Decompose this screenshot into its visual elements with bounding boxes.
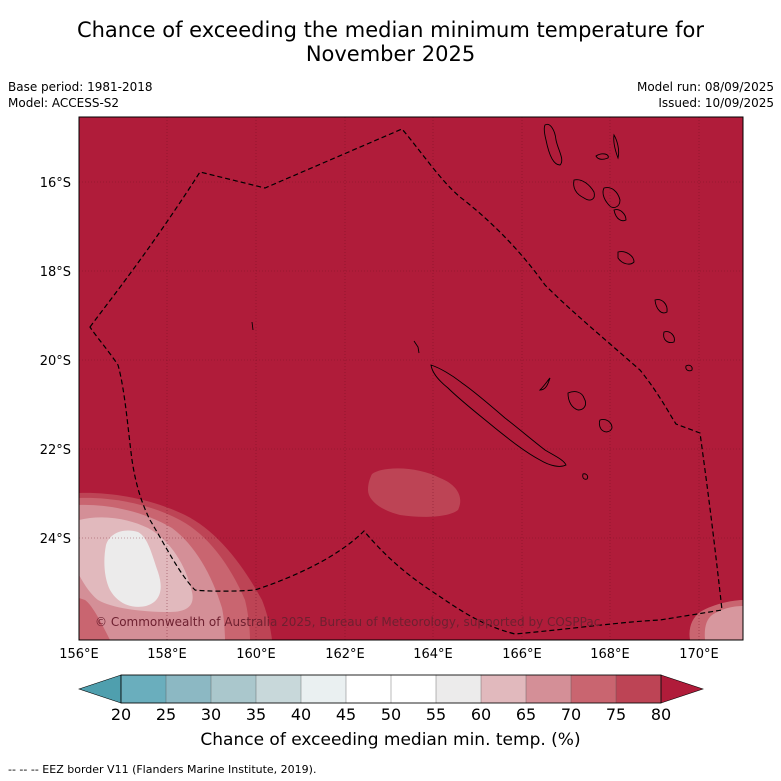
vanuatu-espiritu-santo — [573, 179, 595, 201]
title-line-1: Chance of exceeding the median minimum t… — [76, 18, 705, 42]
model-run: Model run: 08/09/2025 — [636, 80, 774, 94]
colorbar-swatch — [255, 674, 302, 704]
new-caledonia-landmass — [430, 364, 567, 467]
lon-tick: 160°E — [236, 647, 276, 662]
vanuatu-maewo-pentecost — [595, 133, 620, 160]
colorbar-tick: 40 — [291, 705, 311, 724]
lat-tick: 18°S — [40, 265, 71, 280]
model-name: Model: ACCESS-S2 — [8, 96, 120, 110]
vanuatu-aneityum — [663, 331, 675, 343]
belep-islands — [413, 340, 420, 354]
vanuatu-torres-banks — [543, 123, 563, 166]
colorbar-tick: 60 — [471, 705, 491, 724]
eez-footnote: -- -- -- EEZ border V11 (Flanders Marine… — [8, 763, 317, 776]
copyright-text: © Commonwealth of Australia 2025, Bureau… — [95, 615, 600, 629]
colorbar-frame — [120, 674, 662, 704]
colorbar-swatch — [435, 674, 482, 704]
colorbar-tick: 65 — [516, 705, 536, 724]
colorbar-swatch — [615, 674, 662, 704]
lon-tick: 158°E — [147, 647, 187, 662]
colorbar-tick: 80 — [651, 705, 671, 724]
mare-island — [598, 419, 613, 433]
lat-axis: 16°S 18°S 20°S 22°S 24°S — [40, 176, 71, 547]
colorbar-tick: 35 — [246, 705, 266, 724]
lon-tick: 168°E — [590, 647, 630, 662]
lon-tick: 156°E — [59, 647, 99, 662]
meta-right: Model run: 08/09/2025 Issued: 10/09/2025 — [637, 79, 774, 111]
lon-tick: 162°E — [325, 647, 365, 662]
vanuatu-tanna — [654, 299, 668, 314]
ouvea-island — [538, 377, 551, 391]
lat-tick: 16°S — [40, 176, 71, 191]
colorbar-swatch — [120, 674, 167, 704]
colorbar-swatch — [480, 674, 527, 704]
colorbar-tick: 20 — [111, 705, 131, 724]
lon-tick: 170°E — [679, 647, 719, 662]
colorbar-tick: 30 — [201, 705, 221, 724]
colorbar-swatch — [345, 674, 392, 704]
graticule — [79, 117, 743, 640]
lon-axis: 156°E 158°E 160°E 162°E 164°E 166°E 168°… — [59, 647, 719, 662]
title-line-2: November 2025 — [305, 42, 476, 66]
vanuatu-malekula — [602, 187, 621, 208]
lat-tick: 20°S — [40, 354, 71, 369]
colorbar-label: Chance of exceeding median min. temp. (%… — [200, 730, 581, 750]
colorbar-extend-high — [660, 674, 704, 704]
colorbar-tick: 45 — [336, 705, 356, 724]
contour-75-central — [368, 468, 461, 517]
colorbar-swatch — [525, 674, 572, 704]
colorbar-swatch — [210, 674, 257, 704]
lat-tick: 24°S — [40, 532, 71, 547]
map-title: Chance of exceeding the median minimum t… — [0, 18, 781, 66]
lon-tick: 164°E — [413, 647, 453, 662]
lon-tick: 166°E — [502, 647, 542, 662]
colorbar: 20 25 30 35 40 45 50 55 60 65 70 75 80 — [78, 674, 704, 724]
base-period: Base period: 1981-2018 — [8, 80, 153, 94]
contour-60-southeast — [704, 606, 743, 640]
vanuatu-small-islet — [685, 364, 693, 372]
lifou-island — [567, 391, 587, 411]
chesterfield-reef — [251, 321, 254, 331]
colorbar-tick: 50 — [381, 705, 401, 724]
map-frame — [78, 116, 744, 641]
colorbar-tick: 55 — [426, 705, 446, 724]
colorbar-swatch — [570, 674, 617, 704]
vanuatu-efate — [613, 209, 627, 222]
colorbar-tick: 25 — [156, 705, 176, 724]
eez-border — [89, 128, 723, 635]
colorbar-swatch — [300, 674, 347, 704]
colorbar-extend-low — [78, 674, 122, 704]
vanuatu-erromango — [617, 251, 635, 265]
contour-55-southwest — [104, 530, 161, 607]
issued-date: Issued: 10/09/2025 — [658, 96, 774, 110]
ile-des-pins — [582, 473, 589, 480]
lat-tick: 22°S — [40, 443, 71, 458]
colorbar-tick: 70 — [561, 705, 581, 724]
colorbar-swatch — [390, 674, 437, 704]
meta-left: Base period: 1981-2018 Model: ACCESS-S2 — [8, 79, 153, 111]
colorbar-tick: 75 — [606, 705, 626, 724]
colorbar-swatch — [165, 674, 212, 704]
